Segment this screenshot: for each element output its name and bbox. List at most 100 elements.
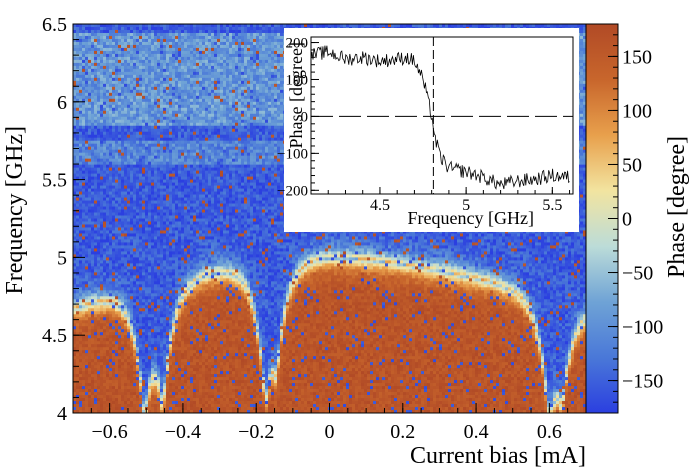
heatmap-cell — [88, 245, 92, 249]
heatmap-cell — [184, 239, 188, 243]
heatmap-cell — [124, 182, 128, 186]
heatmap-cell — [91, 95, 95, 100]
heatmap-cell — [130, 254, 134, 258]
heatmap-cell — [157, 380, 161, 384]
heatmap-cell — [169, 146, 173, 151]
heatmap-cell — [124, 101, 128, 106]
heatmap-cell — [121, 239, 125, 243]
heatmap-cell — [148, 242, 152, 246]
heatmap-cell — [103, 311, 107, 315]
heatmap-cell — [109, 278, 113, 282]
heatmap-cell — [163, 185, 167, 189]
heatmap-cell — [169, 269, 173, 273]
heatmap-cell — [157, 326, 161, 330]
heatmap-cell — [148, 377, 152, 381]
heatmap-cell — [97, 41, 101, 46]
heatmap-cell — [145, 245, 149, 249]
heatmap-cell — [130, 110, 134, 115]
heatmap-cell — [100, 311, 104, 315]
heatmap-cell — [133, 125, 137, 130]
heatmap-cell — [142, 149, 146, 154]
heatmap-cell — [145, 101, 149, 106]
heatmap-cell — [91, 167, 95, 172]
heatmap-cell — [151, 362, 155, 366]
heatmap-cell — [175, 221, 179, 225]
heatmap-cell — [178, 338, 182, 342]
heatmap-cell — [91, 68, 95, 73]
heatmap-cell — [109, 158, 113, 163]
heatmap-cell — [106, 404, 110, 408]
heatmap-cell — [118, 320, 122, 324]
heatmap-cell — [127, 392, 131, 396]
heatmap-cell — [76, 395, 80, 399]
heatmap-cell — [112, 230, 116, 234]
heatmap-cell — [154, 65, 158, 70]
heatmap-cell — [76, 299, 80, 303]
heatmap-cell — [91, 209, 95, 213]
heatmap-cell — [103, 341, 107, 345]
heatmap-cell — [184, 344, 188, 348]
heatmap-cell — [133, 257, 137, 261]
heatmap-cell — [118, 164, 122, 169]
heatmap-cell — [163, 236, 167, 240]
heatmap-cell — [94, 365, 98, 369]
heatmap-cell — [121, 68, 125, 73]
heatmap-cell — [151, 305, 155, 309]
heatmap-cell — [85, 182, 89, 186]
heatmap-cell — [94, 389, 98, 393]
heatmap-cell — [118, 260, 122, 264]
heatmap-cell — [172, 194, 176, 198]
heatmap-cell — [136, 305, 140, 309]
heatmap-cell — [136, 35, 140, 40]
heatmap-cell — [79, 59, 83, 64]
heatmap-cell — [118, 155, 122, 160]
heatmap-cell — [76, 326, 80, 330]
heatmap-cell — [100, 38, 104, 43]
heatmap-cell — [163, 77, 167, 82]
heatmap-cell — [151, 236, 155, 240]
heatmap-cell — [136, 251, 140, 255]
heatmap-cell — [169, 398, 173, 402]
heatmap-cell — [133, 356, 137, 360]
heatmap-cell — [121, 200, 125, 204]
heatmap-cell — [160, 308, 164, 312]
heatmap-cell — [169, 263, 173, 267]
heatmap-cell — [184, 248, 188, 252]
heatmap-cell — [130, 380, 134, 384]
heatmap-cell — [115, 344, 119, 348]
heatmap-cell — [139, 158, 143, 163]
heatmap-cell — [157, 29, 161, 34]
heatmap-cell — [106, 116, 110, 121]
heatmap-cell — [157, 62, 161, 67]
heatmap-cell — [145, 62, 149, 67]
heatmap-cell — [157, 290, 161, 294]
heatmap-cell — [91, 245, 95, 249]
heatmap-cell — [151, 122, 155, 127]
heatmap-cell — [103, 113, 107, 118]
heatmap-cell — [184, 320, 188, 324]
heatmap-cell — [172, 386, 176, 390]
heatmap-cell — [82, 170, 86, 175]
heatmap-cell — [157, 248, 161, 252]
heatmap-cell — [181, 251, 185, 255]
heatmap-cell — [106, 35, 110, 40]
heatmap-cell — [139, 356, 143, 360]
heatmap-cell — [145, 392, 149, 396]
heatmap-cell — [175, 287, 179, 291]
heatmap-cell — [79, 290, 83, 294]
heatmap-cell — [73, 350, 77, 354]
heatmap-cell — [100, 140, 104, 145]
heatmap-cell — [127, 119, 131, 124]
heatmap-cell — [106, 371, 110, 375]
heatmap-cell — [118, 293, 122, 297]
heatmap-cell — [124, 239, 128, 243]
heatmap-cell — [97, 260, 101, 264]
heatmap-cell — [118, 263, 122, 267]
heatmap-cell — [142, 221, 146, 225]
heatmap-cell — [163, 83, 167, 88]
heatmap-cell — [142, 32, 146, 37]
heatmap-cell — [181, 233, 185, 237]
heatmap-cell — [142, 335, 146, 339]
heatmap-cell — [145, 365, 149, 369]
heatmap-cell — [172, 92, 176, 97]
